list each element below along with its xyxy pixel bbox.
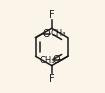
Text: CH₃: CH₃ <box>51 29 66 38</box>
Text: CH₃: CH₃ <box>39 56 55 65</box>
Text: F: F <box>49 74 54 84</box>
Text: O: O <box>53 55 60 65</box>
Text: F: F <box>49 10 54 20</box>
Text: O: O <box>43 28 51 39</box>
